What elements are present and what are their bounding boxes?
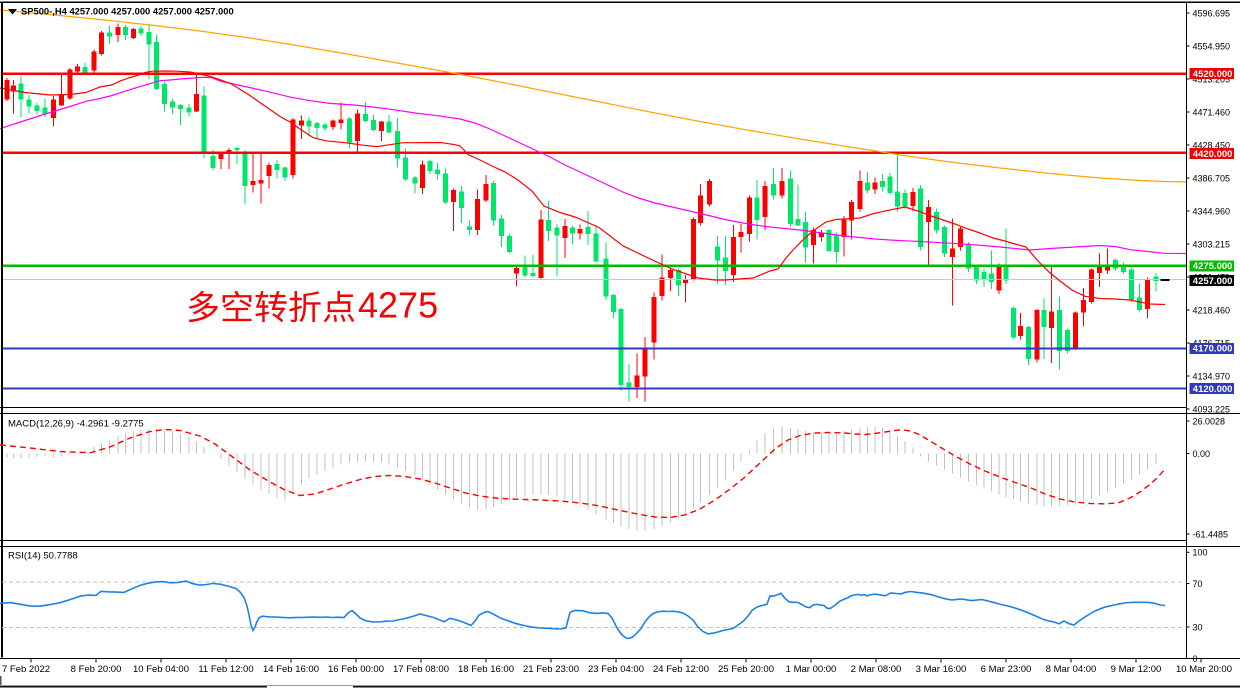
- svg-text:4428.450: 4428.450: [1193, 140, 1231, 150]
- svg-text:3 Mar 16:00: 3 Mar 16:00: [916, 664, 967, 675]
- svg-text:4471.460: 4471.460: [1193, 107, 1231, 117]
- svg-text:6 Mar 23:00: 6 Mar 23:00: [981, 664, 1032, 675]
- svg-text:4275.000: 4275.000: [1193, 261, 1233, 272]
- svg-text:16 Feb 00:00: 16 Feb 00:00: [328, 664, 384, 675]
- svg-text:4093.225: 4093.225: [1193, 404, 1231, 414]
- svg-text:30: 30: [1193, 622, 1203, 632]
- svg-text:-61.4485: -61.4485: [1193, 529, 1229, 539]
- svg-text:10 Mar 20:00: 10 Mar 20:00: [1176, 664, 1232, 675]
- svg-text:4275: 4275: [358, 285, 438, 326]
- svg-text:4218.460: 4218.460: [1193, 305, 1231, 315]
- svg-text:4513.205: 4513.205: [1193, 74, 1231, 84]
- svg-text:26.0028: 26.0028: [1193, 416, 1226, 426]
- svg-text:SP500-,H4 4257.000 4257.000 4: SP500-,H4 4257.000 4257.000 4257.000 425…: [21, 6, 234, 17]
- svg-text:0.00: 0.00: [1193, 449, 1211, 459]
- svg-text:100: 100: [1193, 548, 1208, 558]
- svg-text:21 Feb 23:00: 21 Feb 23:00: [523, 664, 579, 675]
- svg-text:4386.705: 4386.705: [1193, 173, 1231, 183]
- svg-text:4120.000: 4120.000: [1193, 384, 1233, 395]
- svg-text:7 Feb 2022: 7 Feb 2022: [2, 664, 50, 675]
- svg-text:4420.000: 4420.000: [1193, 149, 1233, 160]
- svg-text:25 Feb 20:00: 25 Feb 20:00: [718, 664, 774, 675]
- svg-text:8 Mar 04:00: 8 Mar 04:00: [1046, 664, 1097, 675]
- svg-text:11 Feb 12:00: 11 Feb 12:00: [198, 664, 253, 675]
- svg-text:14 Feb 16:00: 14 Feb 16:00: [263, 664, 319, 675]
- svg-text:4596.695: 4596.695: [1193, 8, 1231, 18]
- svg-text:70: 70: [1193, 579, 1203, 589]
- svg-text:10 Feb 04:00: 10 Feb 04:00: [133, 664, 189, 675]
- svg-text:MACD(12,26,9) -4.2961 -9.2775: MACD(12,26,9) -4.2961 -9.2775: [8, 419, 144, 430]
- svg-text:4554.950: 4554.950: [1193, 41, 1231, 51]
- svg-text:4257.000: 4257.000: [1193, 276, 1233, 287]
- svg-text:4170.000: 4170.000: [1193, 344, 1233, 355]
- svg-text:4303.215: 4303.215: [1193, 239, 1231, 249]
- svg-text:4520.000: 4520.000: [1193, 69, 1233, 80]
- svg-text:RSI(14) 50.7788: RSI(14) 50.7788: [8, 551, 78, 562]
- svg-text:4344.960: 4344.960: [1193, 206, 1231, 216]
- svg-text:2 Mar 08:00: 2 Mar 08:00: [851, 664, 902, 675]
- svg-text:4134.970: 4134.970: [1193, 371, 1231, 381]
- svg-text:17 Feb 08:00: 17 Feb 08:00: [393, 664, 449, 675]
- svg-text:24 Feb 12:00: 24 Feb 12:00: [653, 664, 709, 675]
- svg-text:8 Feb 20:00: 8 Feb 20:00: [71, 664, 122, 675]
- svg-text:18 Feb 16:00: 18 Feb 16:00: [458, 664, 514, 675]
- svg-text:0: 0: [1193, 654, 1198, 664]
- svg-text:1 Mar 00:00: 1 Mar 00:00: [786, 664, 837, 675]
- svg-text:23 Feb 04:00: 23 Feb 04:00: [588, 664, 644, 675]
- svg-text:9 Mar 12:00: 9 Mar 12:00: [1111, 664, 1162, 675]
